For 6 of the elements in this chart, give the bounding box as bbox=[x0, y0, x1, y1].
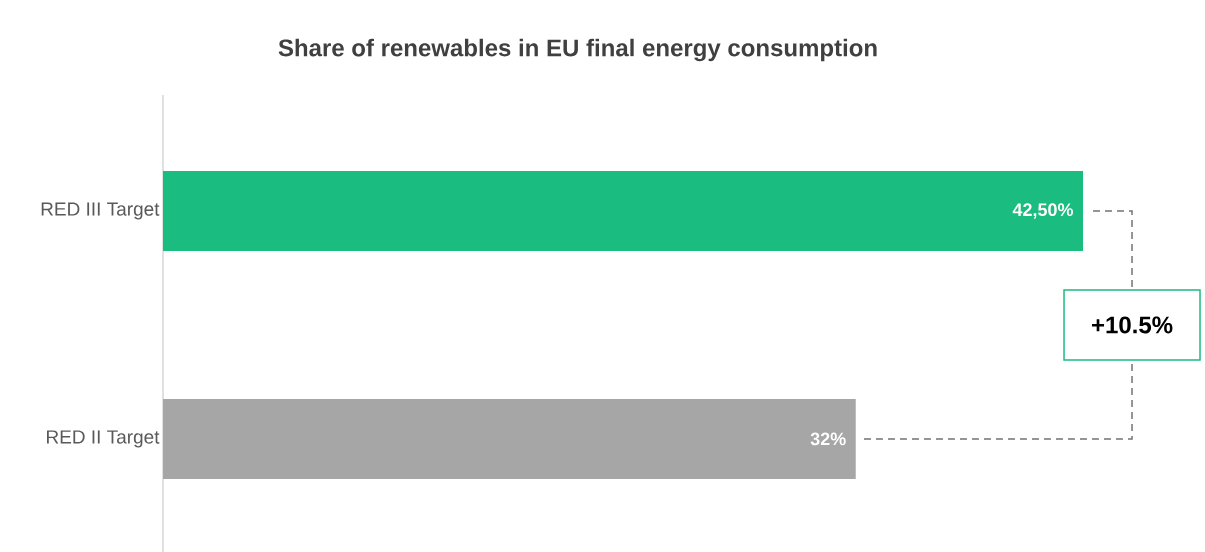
data-label: 32% bbox=[810, 432, 846, 446]
chart-title: Share of renewables in EU final energy consumption bbox=[278, 38, 877, 62]
data-label: 42,50% bbox=[1012, 203, 1074, 219]
y-tick-label: RED III Target bbox=[41, 202, 160, 220]
y-tick-label: RED II Target bbox=[47, 430, 160, 448]
text: +10.5% bbox=[1092, 316, 1173, 334]
